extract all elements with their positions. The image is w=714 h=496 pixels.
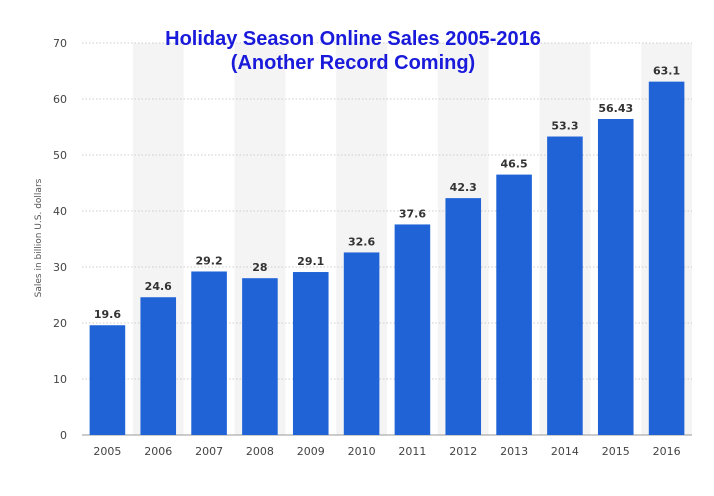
value-label: 19.6 <box>94 308 121 321</box>
x-tick-label: 2015 <box>602 445 630 458</box>
bar <box>140 297 177 435</box>
bars <box>89 81 685 435</box>
value-label: 46.5 <box>501 158 528 171</box>
value-label: 53.3 <box>551 120 578 133</box>
y-tick-label: 70 <box>53 37 67 50</box>
bar <box>191 271 227 435</box>
x-tick-label: 2012 <box>449 445 477 458</box>
chart-title: Holiday Season Online Sales 2005-2016 <box>165 28 541 50</box>
x-tick-label: 2009 <box>297 445 325 458</box>
x-tick-label: 2006 <box>144 445 172 458</box>
bar <box>242 278 278 435</box>
y-tick-label: 30 <box>53 261 67 274</box>
value-label: 32.6 <box>348 235 375 248</box>
x-tick-label: 2014 <box>551 445 579 458</box>
chart-subtitle: (Another Record Coming) <box>231 52 475 74</box>
bar <box>597 118 634 435</box>
x-axis-ticks: 2005 2006 2007 2008 2009 2010 2011 2012 2013 2014… <box>93 445 680 458</box>
value-label: 29.1 <box>297 255 324 268</box>
y-tick-label: 0 <box>60 429 67 442</box>
value-label: 29.2 <box>196 254 223 267</box>
x-tick-label: 2007 <box>195 445 223 458</box>
y-tick-label: 20 <box>53 317 67 330</box>
x-tick-label: 2011 <box>398 445 426 458</box>
bar <box>496 174 532 435</box>
bar <box>547 136 583 435</box>
x-tick-label: 2005 <box>93 445 121 458</box>
y-tick-label: 10 <box>53 373 67 386</box>
x-tick-label: 2013 <box>500 445 528 458</box>
bar <box>89 325 126 435</box>
y-axis-ticks: 0 10 20 30 40 50 60 70 <box>53 37 67 442</box>
x-tick-label: 2016 <box>653 445 681 458</box>
value-label: 42.3 <box>450 181 477 194</box>
y-tick-label: 40 <box>53 205 67 218</box>
y-tick-label: 60 <box>53 93 67 106</box>
gridlines <box>82 42 692 436</box>
value-label: 63.1 <box>653 65 680 78</box>
bar <box>343 252 380 435</box>
bar <box>445 198 482 435</box>
x-tick-label: 2008 <box>246 445 274 458</box>
y-axis-label: Sales in billion U.S. dollars <box>34 178 44 297</box>
value-label: 56.43 <box>598 102 633 115</box>
value-label: 24.6 <box>145 280 172 293</box>
bar <box>394 224 431 435</box>
bar <box>648 81 685 435</box>
value-label: 28 <box>252 261 267 274</box>
bar <box>292 272 329 435</box>
value-label: 37.6 <box>399 207 426 220</box>
value-labels: 19.6 24.6 29.2 28 29.1 32.6 37.6 42.3 46.5 53.3 56… <box>94 65 680 322</box>
x-tick-label: 2010 <box>348 445 376 458</box>
y-tick-label: 50 <box>53 149 67 162</box>
